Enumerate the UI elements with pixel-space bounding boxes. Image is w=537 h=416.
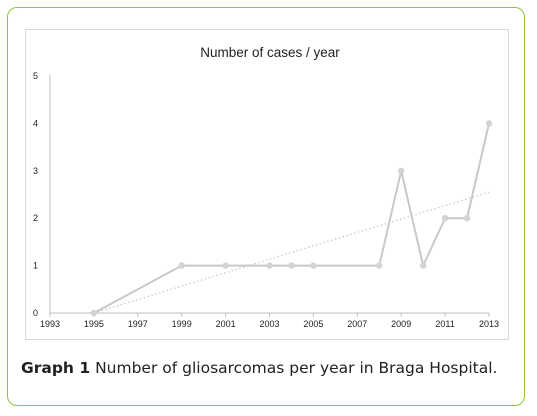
chart-area: Number of cases / year 0 1 2 3 4 5 1993 1995 1997… xyxy=(25,29,509,340)
data-point xyxy=(398,167,405,174)
data-point xyxy=(463,215,471,222)
x-tick-label: 2005 xyxy=(303,319,323,329)
y-tick-label: 3 xyxy=(33,166,38,176)
series-line xyxy=(93,123,490,314)
x-tick-label: 2011 xyxy=(435,319,454,329)
x-tick-label: 1995 xyxy=(84,319,104,329)
y-tick-label: 5 xyxy=(33,71,38,81)
line-chart: Number of cases / year 0 1 2 3 4 5 1993 1995 1997… xyxy=(33,45,499,329)
data-point xyxy=(376,262,383,269)
x-tick-label: 2003 xyxy=(259,319,279,329)
data-point xyxy=(441,215,449,222)
caption-text: Number of gliosarcomas per year in Braga… xyxy=(95,359,498,377)
data-point xyxy=(485,120,493,127)
x-tick-label: 1999 xyxy=(172,319,192,329)
x-tick-label: 2007 xyxy=(347,319,367,329)
data-point xyxy=(419,262,427,269)
y-tick-label: 2 xyxy=(33,213,38,223)
data-point xyxy=(90,309,98,317)
y-tick-label: 1 xyxy=(33,261,38,271)
figure-caption: Graph 1 Number of gliosarcomas per year … xyxy=(21,359,526,377)
data-point xyxy=(222,262,229,269)
data-point xyxy=(310,262,317,269)
data-point xyxy=(178,262,185,269)
data-point xyxy=(288,262,295,269)
caption-label: Graph 1 xyxy=(21,359,91,377)
x-tick-label: 2001 xyxy=(216,319,236,329)
x-tick-label: 1997 xyxy=(128,319,148,329)
x-tick-label: 2009 xyxy=(391,319,411,329)
chart-title: Number of cases / year xyxy=(200,45,340,60)
data-point xyxy=(266,262,273,269)
trendline xyxy=(93,191,490,314)
x-tick-label: 1993 xyxy=(40,319,60,329)
y-tick-label: 0 xyxy=(33,308,38,318)
x-tick-label: 2013 xyxy=(479,319,499,329)
y-tick-label: 4 xyxy=(33,118,38,128)
